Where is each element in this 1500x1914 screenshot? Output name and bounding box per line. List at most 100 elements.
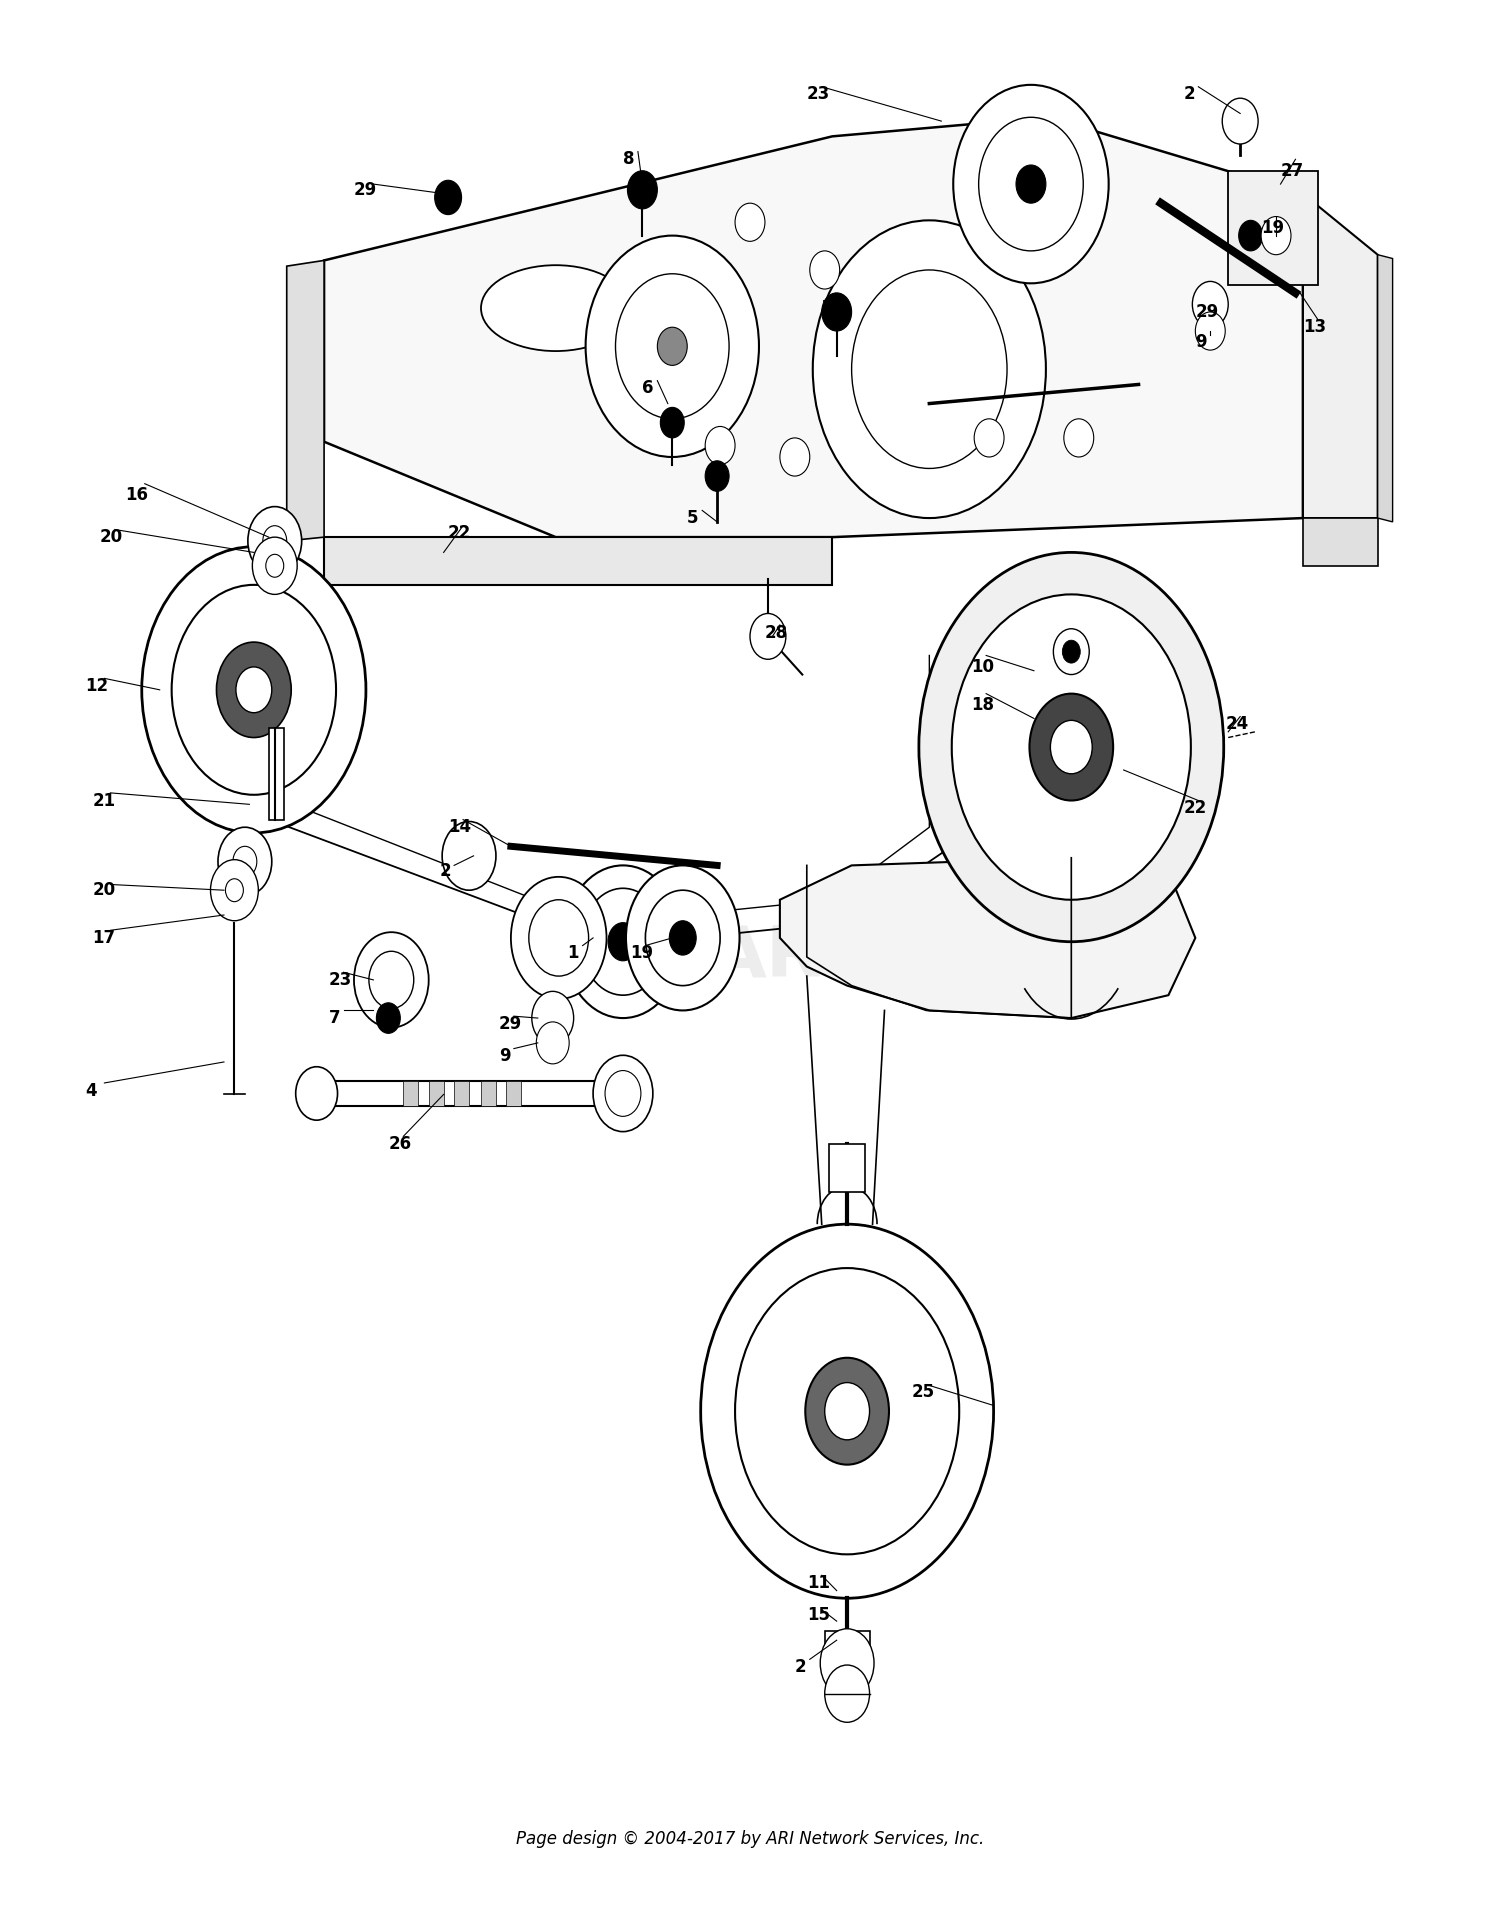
Text: 14: 14 [448,817,471,836]
Circle shape [376,1003,400,1034]
Circle shape [705,427,735,465]
Circle shape [592,1055,652,1131]
Circle shape [705,461,729,492]
Circle shape [825,1665,870,1723]
Circle shape [660,408,684,438]
Circle shape [512,877,606,999]
Circle shape [852,270,1006,469]
Text: 8: 8 [622,151,634,168]
Text: 12: 12 [86,678,108,695]
Circle shape [1239,220,1263,251]
Circle shape [608,923,638,961]
Circle shape [232,846,256,877]
Polygon shape [286,260,324,542]
Bar [830,1145,866,1192]
Text: 20: 20 [100,528,123,545]
Circle shape [1222,98,1258,144]
Circle shape [920,553,1224,942]
Text: 25: 25 [912,1384,934,1401]
Circle shape [442,821,497,890]
Text: 19: 19 [1262,218,1284,237]
Circle shape [580,888,664,995]
Text: 11: 11 [807,1573,830,1592]
Circle shape [1050,720,1092,773]
Text: Page design © 2004-2017 by ARI Network Services, Inc.: Page design © 2004-2017 by ARI Network S… [516,1830,984,1847]
Circle shape [822,293,852,331]
Circle shape [217,827,272,896]
Polygon shape [316,1081,622,1106]
Circle shape [262,526,286,557]
Circle shape [735,1269,958,1554]
Text: 7: 7 [822,299,834,318]
Circle shape [952,84,1108,283]
Bar [825,1631,870,1650]
Circle shape [978,117,1083,251]
Circle shape [813,220,1046,519]
Text: 10: 10 [970,658,994,676]
Text: 24: 24 [1226,716,1248,733]
Circle shape [615,274,729,419]
Text: 28: 28 [765,624,788,641]
Circle shape [171,586,336,794]
Circle shape [266,555,284,578]
Text: 20: 20 [93,880,116,900]
Text: 9: 9 [500,1047,510,1066]
Circle shape [210,859,258,921]
Circle shape [248,507,302,576]
Text: 1: 1 [567,944,579,963]
Circle shape [1262,216,1292,255]
Text: 23: 23 [807,86,830,103]
Polygon shape [1304,193,1377,519]
Circle shape [825,1382,870,1439]
Text: 2: 2 [795,1658,807,1677]
Text: 22: 22 [1184,800,1206,817]
Circle shape [645,890,720,986]
Text: 29: 29 [1196,302,1218,322]
Circle shape [236,666,272,712]
Text: 5: 5 [687,509,699,526]
Circle shape [1016,165,1046,203]
Circle shape [626,865,740,1011]
Circle shape [532,991,573,1045]
Circle shape [604,1070,640,1116]
Circle shape [1053,628,1089,674]
Circle shape [369,951,414,1009]
Circle shape [810,251,840,289]
Circle shape [354,932,429,1028]
Bar [268,727,284,819]
Circle shape [142,547,366,833]
Circle shape [669,921,696,955]
Text: 21: 21 [93,792,116,810]
Bar [404,1081,418,1106]
Circle shape [435,180,462,214]
Circle shape [1064,419,1094,457]
Circle shape [530,900,588,976]
Text: 19: 19 [630,944,654,963]
Circle shape [585,235,759,457]
Polygon shape [324,538,833,586]
Text: 2: 2 [1184,86,1196,103]
Text: 18: 18 [970,697,994,714]
Polygon shape [1377,255,1392,523]
Polygon shape [780,857,1196,1018]
Bar [454,1081,470,1106]
Text: 29: 29 [500,1014,522,1034]
Circle shape [735,203,765,241]
Circle shape [750,614,786,658]
Circle shape [951,595,1191,900]
Circle shape [974,419,1004,457]
Text: 6: 6 [642,379,654,398]
Circle shape [1196,312,1225,350]
Circle shape [1192,281,1228,327]
Bar [507,1081,522,1106]
Circle shape [1062,639,1080,662]
Circle shape [562,865,682,1018]
Text: 4: 4 [86,1081,96,1099]
Circle shape [627,170,657,209]
Circle shape [806,1357,889,1464]
Text: 9: 9 [1196,333,1208,352]
Text: ARI: ARI [711,923,849,991]
Circle shape [225,879,243,901]
Bar [429,1081,444,1106]
Text: 17: 17 [93,928,116,947]
